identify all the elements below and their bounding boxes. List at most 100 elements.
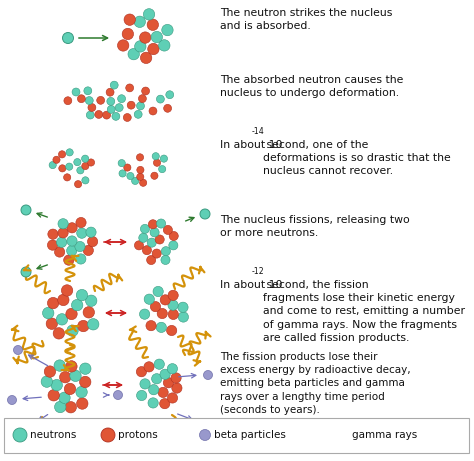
Circle shape [84, 87, 92, 95]
Circle shape [155, 235, 164, 244]
Circle shape [147, 238, 156, 247]
Circle shape [140, 422, 149, 431]
Circle shape [66, 149, 73, 156]
Circle shape [148, 43, 159, 55]
Circle shape [113, 390, 122, 400]
Circle shape [156, 322, 166, 332]
Circle shape [161, 255, 170, 265]
Text: second, one of the
deformations is so drastic that the
nucleus cannot recover.: second, one of the deformations is so dr… [263, 140, 451, 177]
Circle shape [61, 285, 73, 296]
Circle shape [144, 294, 155, 304]
Circle shape [101, 428, 115, 442]
Circle shape [48, 390, 59, 401]
Circle shape [46, 318, 57, 330]
Circle shape [80, 363, 91, 374]
Circle shape [200, 430, 210, 441]
Circle shape [164, 225, 173, 235]
Circle shape [95, 111, 103, 118]
Circle shape [152, 249, 161, 258]
Circle shape [88, 319, 99, 330]
Circle shape [63, 32, 73, 43]
Circle shape [195, 419, 204, 427]
Text: The absorbed neutron causes the
nucleus to undergo deformation.: The absorbed neutron causes the nucleus … [220, 75, 403, 98]
Circle shape [154, 159, 161, 166]
Text: neutrons: neutrons [30, 430, 76, 440]
Circle shape [137, 366, 146, 377]
Circle shape [168, 300, 178, 310]
Circle shape [44, 366, 55, 377]
Text: gamma rays: gamma rays [352, 430, 417, 440]
Circle shape [139, 179, 147, 186]
Circle shape [150, 301, 161, 312]
Circle shape [56, 237, 67, 248]
Circle shape [82, 177, 89, 184]
Circle shape [139, 309, 150, 319]
Circle shape [55, 402, 66, 413]
Circle shape [72, 88, 80, 96]
Circle shape [152, 153, 159, 160]
Circle shape [107, 97, 115, 105]
Circle shape [132, 177, 139, 184]
Text: In about 10: In about 10 [220, 280, 283, 290]
Circle shape [160, 369, 170, 379]
Circle shape [8, 396, 17, 404]
Circle shape [171, 373, 181, 383]
Circle shape [124, 14, 136, 25]
Circle shape [106, 88, 114, 96]
Circle shape [41, 376, 53, 387]
Circle shape [82, 155, 89, 162]
Circle shape [97, 96, 105, 104]
Circle shape [59, 392, 70, 403]
Circle shape [151, 31, 163, 43]
Circle shape [143, 9, 155, 20]
Circle shape [148, 384, 159, 395]
Circle shape [152, 373, 162, 384]
Circle shape [77, 95, 85, 103]
Circle shape [166, 91, 173, 99]
Circle shape [64, 383, 76, 395]
Circle shape [147, 19, 158, 30]
Circle shape [54, 360, 65, 371]
Circle shape [58, 228, 68, 238]
Circle shape [76, 218, 86, 228]
Circle shape [67, 236, 77, 246]
Circle shape [150, 228, 159, 237]
Circle shape [72, 299, 83, 311]
Text: -14: -14 [252, 127, 265, 136]
Circle shape [67, 325, 78, 337]
Circle shape [178, 302, 188, 313]
Circle shape [48, 229, 58, 239]
Text: protons: protons [118, 430, 158, 440]
Circle shape [74, 159, 81, 166]
FancyBboxPatch shape [4, 418, 469, 453]
Circle shape [47, 240, 58, 250]
Circle shape [134, 16, 146, 28]
Text: The fission products lose their
excess energy by radioactive decay,
emitting bet: The fission products lose their excess e… [220, 352, 410, 415]
Circle shape [149, 107, 157, 115]
Text: beta particles: beta particles [214, 430, 286, 440]
Circle shape [128, 48, 139, 60]
Circle shape [168, 309, 178, 319]
Circle shape [74, 181, 82, 188]
Circle shape [88, 104, 96, 112]
Circle shape [77, 167, 84, 174]
Circle shape [148, 398, 158, 408]
Circle shape [78, 320, 89, 332]
Circle shape [115, 104, 123, 112]
Circle shape [140, 52, 152, 64]
Circle shape [58, 294, 69, 306]
Circle shape [140, 379, 150, 389]
Circle shape [178, 312, 189, 322]
Text: The nucleus fissions, releasing two
or more neutrons.: The nucleus fissions, releasing two or m… [220, 215, 410, 238]
Circle shape [156, 219, 165, 228]
Circle shape [76, 290, 88, 301]
Circle shape [146, 255, 156, 265]
Circle shape [135, 241, 144, 250]
Circle shape [86, 227, 96, 237]
Circle shape [83, 307, 94, 318]
Circle shape [65, 163, 73, 170]
Circle shape [151, 172, 158, 179]
Circle shape [53, 156, 60, 163]
Circle shape [55, 247, 65, 257]
Circle shape [134, 110, 142, 118]
